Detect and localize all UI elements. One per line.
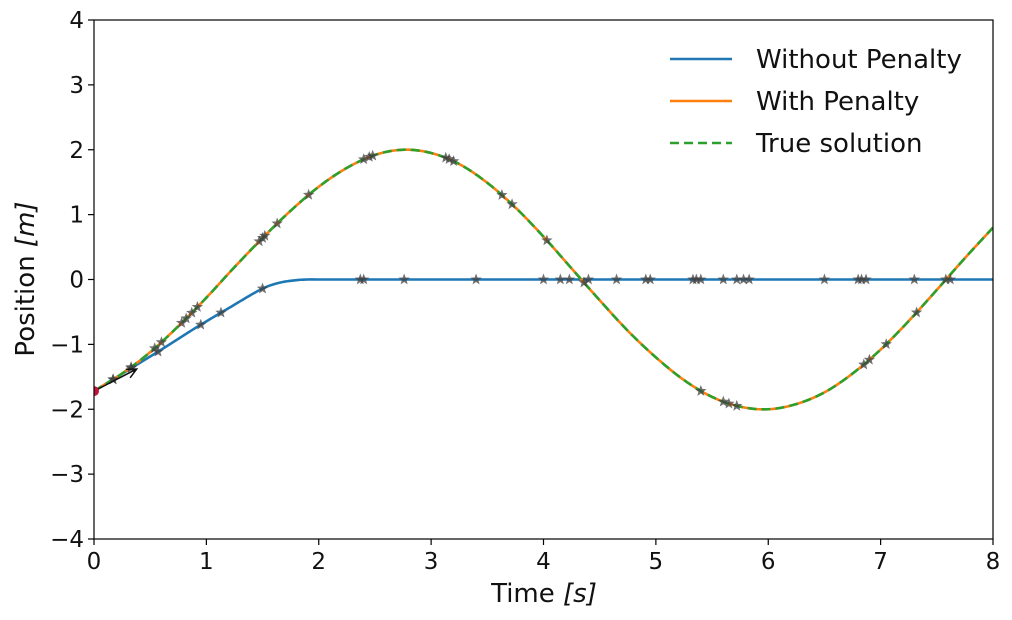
x-tick-label: 7 [873,549,888,575]
marker-without-penalty [944,273,956,285]
legend-label: With Penalty [756,87,919,117]
marker-true-solution [496,189,508,200]
y-tick-label: −2 [50,397,84,423]
y-axis-label: Position [m] [11,201,41,356]
marker-without-penalty [610,273,623,285]
initial-point [94,386,99,397]
marker-without-penalty [695,273,707,285]
marker-without-penalty [644,273,656,285]
initial-velocity-arrow [94,368,138,392]
marker-without-penalty [582,273,595,285]
x-axis-label: Time [s] [490,579,597,609]
marker-true-solution [731,399,743,411]
x-tick-label: 0 [87,549,102,575]
marker-true-solution [447,155,460,167]
marker-without-penalty [357,273,370,285]
marker-without-penalty [152,345,164,357]
marker-true-solution [880,338,892,350]
marker-true-solution [506,198,518,210]
x-tick-label: 2 [311,549,326,575]
x-tick-label: 4 [536,549,551,575]
x-tick-label: 6 [761,549,776,575]
marker-without-penalty [537,273,550,285]
marker-true-solution [259,229,271,241]
x-tick-label: 1 [199,549,214,575]
marker-true-solution [302,188,315,200]
marker-true-solution [910,306,923,318]
marker-true-solution [357,153,370,165]
marker-true-solution [191,301,204,312]
marker-without-penalty [940,273,952,285]
marker-true-solution [578,276,590,288]
marker-true-solution [180,312,192,324]
marker-without-penalty [554,273,567,285]
initial-velocity-arrowhead [125,368,139,379]
marker-without-penalty [640,273,652,285]
marker-true-solution [541,234,553,246]
marker-true-solution [717,395,730,407]
marker-without-penalty [215,306,227,318]
marker-without-penalty [731,273,743,285]
x-tick-label: 8 [986,549,1001,575]
marker-without-penalty [690,273,703,285]
marker-true-solution [148,342,161,354]
marker-true-solution [863,353,876,365]
marker-true-solution [858,358,870,370]
marker-without-penalty [908,273,921,285]
marker-true-solution [155,336,168,348]
x-tick-label: 5 [649,549,664,575]
x-tick-label: 3 [424,549,439,575]
series-line-without-penalty [94,278,993,393]
y-tick-label: 0 [69,268,84,294]
marker-without-penalty [398,273,410,285]
marker-true-solution [271,217,283,229]
x-axis-unit: [s] [563,579,597,609]
marker-without-penalty [195,318,207,330]
marker-without-penalty [256,282,269,294]
y-tick-label: −1 [50,332,84,358]
marker-true-solution [125,361,137,373]
marker-without-penalty [563,273,576,285]
y-tick-label: 1 [69,203,84,229]
legend-label: Without Penalty [756,45,962,75]
marker-without-penalty [717,273,730,285]
marker-true-solution [107,373,119,385]
marker-without-penalty [737,273,750,285]
marker-true-solution [253,235,265,247]
marker-true-solution [175,316,188,328]
y-tick-label: 3 [69,73,84,99]
y-tick-label: −4 [50,527,84,553]
marker-true-solution [186,306,198,318]
y-tick-label: 2 [69,138,84,164]
marker-without-penalty [855,273,868,285]
marker-without-penalty [860,273,872,285]
marker-true-solution [366,149,379,161]
marker-without-penalty [470,273,482,285]
y-tick-label: −3 [50,462,84,488]
sample-markers [94,149,956,411]
marker-without-penalty [818,273,831,285]
series-line-true-solution [94,148,993,411]
y-axis-unit: [m] [11,201,41,247]
marker-true-solution [695,384,707,396]
marker-true-solution [723,397,735,409]
axes [88,19,994,545]
y-tick-label: 4 [69,8,84,34]
tick-labels: 0 1 2 3 4 5 6 7 8 −4 −3 −2 −1 0 1 2 3 4 [50,8,1000,575]
marker-true-solution [440,151,452,163]
marker-without-penalty [743,273,755,285]
legend: Without Penalty With Penalty True solution [670,45,962,159]
legend-label: True solution [755,129,922,159]
marker-true-solution [363,150,376,162]
marker-true-solution [443,153,455,165]
